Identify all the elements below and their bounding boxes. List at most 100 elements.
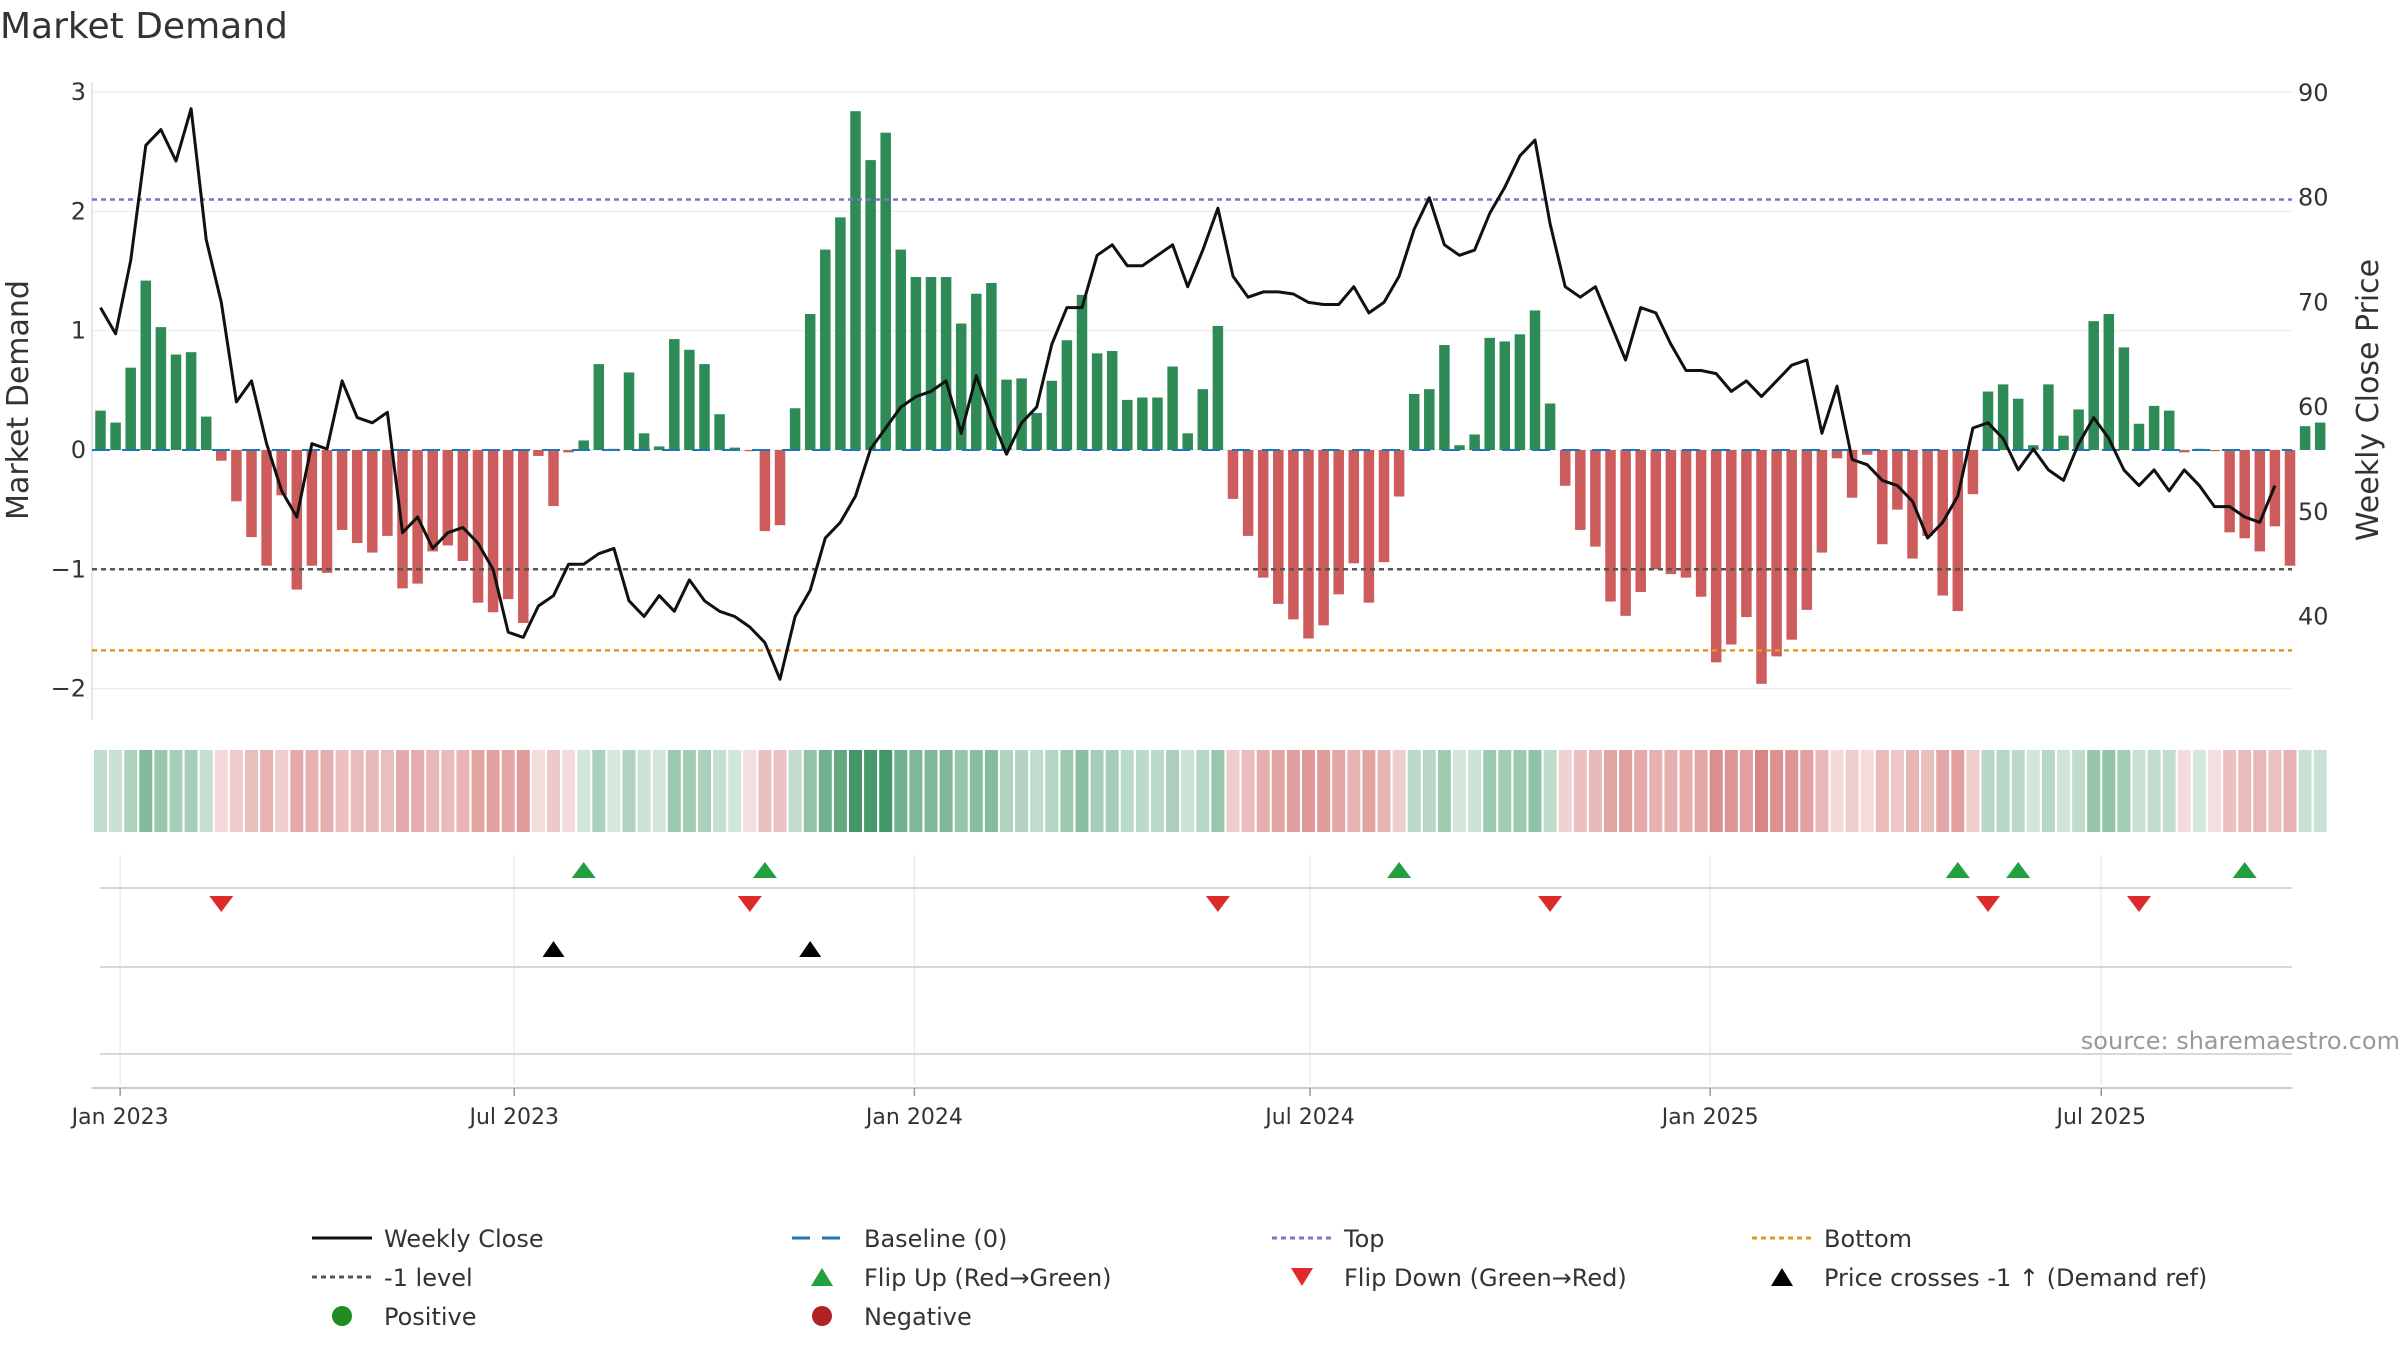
- heat-cell: [1151, 750, 1164, 832]
- heat-cell: [2026, 750, 2040, 832]
- heat-cell: [1362, 750, 1376, 832]
- heat-cell: [1588, 750, 1602, 832]
- legend-item: Bottom: [1752, 1225, 1912, 1253]
- demand-bar: [2163, 410, 2175, 450]
- demand-bar: [1741, 450, 1752, 618]
- demand-bar: [1001, 379, 1012, 450]
- demand-bar: [1273, 450, 1284, 604]
- heat-cell: [1679, 750, 1693, 832]
- heat-cell: [1528, 750, 1542, 832]
- demand-bar: [1106, 350, 1118, 450]
- demand-bar: [1575, 450, 1586, 530]
- heat-cell: [1105, 750, 1119, 832]
- main-panel: 3 2 1 0 −1 −2 90 80 70 60 50 40: [51, 78, 2329, 1085]
- demand-bar: [2224, 450, 2235, 533]
- heat-cell: [1513, 750, 1527, 832]
- legend-label: Negative: [864, 1303, 972, 1331]
- y-left-tick-label: 1: [71, 317, 86, 345]
- heat-cell: [984, 750, 998, 832]
- legend-item: Baseline (0): [792, 1225, 1007, 1253]
- heat-cell: [1724, 750, 1738, 832]
- demand-bar: [1333, 450, 1344, 595]
- demand-bar: [397, 450, 408, 589]
- heat-cell: [2298, 750, 2312, 832]
- x-tick-label: Jul 2025: [2054, 1105, 2146, 1130]
- heat-cell: [124, 750, 138, 832]
- demand-bar: [578, 440, 589, 450]
- demand-bar: [835, 217, 846, 450]
- heat-cell: [2192, 750, 2206, 832]
- heat-cell: [2041, 750, 2055, 832]
- heat-cell: [1347, 750, 1361, 832]
- demand-bar: [1650, 450, 1662, 570]
- demand-bar: [2179, 450, 2190, 453]
- demand-bar: [382, 450, 393, 536]
- legend-item: -1 level: [312, 1264, 473, 1292]
- heat-cell: [320, 750, 334, 832]
- heat-cell: [1921, 750, 1935, 832]
- demand-bar: [2058, 435, 2069, 450]
- heat-cell: [169, 750, 183, 832]
- demand-bar: [170, 354, 182, 450]
- y-right-tick-label: 80: [2298, 184, 2329, 212]
- flip-up-marker: [2006, 862, 2031, 878]
- demand-bar: [1152, 397, 1163, 450]
- legend-label: Flip Up (Red→Green): [864, 1264, 1112, 1292]
- y-right-tick-label: 90: [2298, 79, 2329, 107]
- heat-cell: [109, 750, 123, 832]
- demand-bar: [1197, 389, 1209, 450]
- legend-label: Positive: [384, 1303, 477, 1331]
- demand-bar: [804, 313, 816, 450]
- demand-bar: [2299, 426, 2311, 450]
- y-right-tick-label: 50: [2298, 498, 2329, 526]
- demand-bar: [185, 352, 197, 450]
- heat-cell: [184, 750, 198, 832]
- demand-bar: [1997, 384, 2009, 450]
- heat-cell: [501, 750, 515, 832]
- demand-bar: [1393, 450, 1405, 497]
- price-cross-marker: [542, 941, 565, 957]
- flip-down-marker: [737, 896, 762, 912]
- heat-cell: [1770, 750, 1784, 832]
- demand-bar: [125, 367, 136, 450]
- heat-cell: [1453, 750, 1466, 832]
- demand-bar: [1122, 399, 1133, 450]
- heat-cell: [879, 750, 893, 832]
- demand-bar: [306, 450, 318, 566]
- heat-cell: [2011, 750, 2025, 832]
- demand-bar: [2133, 423, 2145, 450]
- heat-cell: [1422, 750, 1436, 832]
- heat-cell: [622, 750, 636, 832]
- demand-bar: [623, 372, 635, 450]
- heat-cell: [396, 750, 409, 832]
- demand-bar: [1529, 310, 1541, 450]
- heat-cell: [1060, 750, 1074, 832]
- source-note: source: sharemaestro.com: [2081, 1027, 2400, 1055]
- heat-cell: [471, 750, 485, 832]
- heat-cell: [1377, 750, 1391, 832]
- heat-cell: [607, 750, 621, 832]
- demand-bar: [1771, 450, 1782, 657]
- demand-bar: [1514, 334, 1526, 450]
- heat-cell: [833, 750, 847, 832]
- demand-bar: [1559, 450, 1571, 486]
- heat-cell: [773, 750, 787, 832]
- heat-cell: [2268, 750, 2282, 832]
- heat-cell: [305, 750, 319, 832]
- heat-cell: [849, 750, 862, 832]
- demand-bar: [1242, 450, 1254, 536]
- demand-bar: [1635, 450, 1646, 592]
- y-left-tick-label: −1: [51, 555, 86, 583]
- heat-cell: [335, 750, 349, 832]
- legend-label: Weekly Close: [384, 1225, 544, 1253]
- flip-down-marker: [1205, 896, 1230, 912]
- legend-label: Baseline (0): [864, 1225, 1007, 1253]
- demand-bar: [2103, 313, 2115, 450]
- heat-cell: [1755, 750, 1768, 832]
- demand-bar: [2043, 384, 2054, 450]
- heat-cell: [1302, 750, 1315, 832]
- heat-cell: [682, 750, 696, 832]
- heat-cell: [909, 750, 923, 832]
- heat-cell: [2057, 750, 2070, 832]
- demand-bar: [231, 450, 242, 502]
